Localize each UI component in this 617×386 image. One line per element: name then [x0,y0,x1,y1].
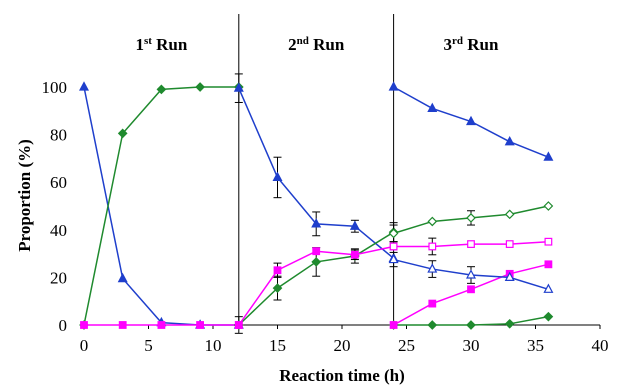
diamond-marker [272,283,283,293]
y-tick-label: 40 [50,221,67,240]
series [79,82,244,330]
square-marker [351,250,359,259]
square-marker [312,247,321,256]
diamond-marker [427,320,438,330]
triangle-marker [543,151,554,161]
run-dividers [238,14,395,325]
y-tick-label: 0 [59,316,68,335]
series [389,237,553,256]
series-layer [79,73,554,334]
triangle-marker [427,263,438,273]
triangle-marker [466,115,476,126]
square-marker [273,266,282,275]
x-tick-label: 0 [80,336,89,355]
series [233,222,399,334]
diamond-marker [466,213,476,223]
run-label: 3rd Run [444,35,499,54]
y-tick-label: 20 [50,268,67,287]
y-tick-label: 100 [42,78,68,97]
triangle-marker [349,220,360,230]
series [79,81,244,329]
run-annotations: 1st Run 2nd Run 3rd Run [135,35,499,54]
series [80,321,243,329]
square-marker [467,240,475,248]
series [233,73,399,262]
square-marker [234,321,243,329]
triangle-marker [272,171,283,182]
square-marker [544,260,553,269]
series [234,242,398,329]
x-tick-label: 20 [334,336,351,355]
diamond-marker [117,128,128,139]
y-axis-title: Proportion (%) [15,139,34,252]
triangle-marker [427,102,438,113]
series-line [83,86,239,326]
square-marker [428,299,437,308]
series [388,311,554,330]
y-tick-label: 60 [50,173,67,192]
x-tick-label: 35 [527,336,544,355]
square-marker [467,285,475,294]
x-tick-label: 5 [144,336,153,355]
triangle-marker [466,269,476,279]
run-label: 2nd Run [288,35,345,54]
series [388,251,554,293]
triangle-marker [543,283,554,293]
tick-group: 0 5 10 15 20 25 30 35 40 0 20 40 60 80 100 [42,78,609,355]
square-marker [428,242,437,251]
diamond-marker [504,318,515,329]
triangle-marker [311,218,322,228]
diamond-marker [504,209,515,220]
triangle-marker [117,272,128,283]
diamond-marker [388,228,399,239]
triangle-marker [233,82,244,92]
y-tick-label: 80 [50,126,67,145]
diamond-marker [427,216,438,227]
square-marker [157,321,166,329]
diamond-marker [156,84,167,95]
diamond-marker [195,82,205,92]
x-tick-label: 10 [205,336,222,355]
diamond-marker [311,257,322,267]
square-marker [544,237,553,246]
square-marker [196,321,205,329]
square-marker [389,242,398,251]
square-marker [118,321,127,329]
diamond-marker [466,320,476,330]
x-tick-label: 30 [463,336,480,355]
triangle-marker [388,81,399,91]
x-tick-label: 15 [269,336,286,355]
square-marker [505,240,514,248]
x-tick-label: 25 [398,336,415,355]
run-label: 1st Run [135,35,187,54]
series-line [238,231,394,326]
triangle-marker [504,135,515,146]
series [388,201,554,243]
square-marker [80,321,88,329]
series-line [83,86,239,326]
diamond-marker [543,311,554,322]
triangle-marker [388,253,399,264]
square-marker [389,321,398,329]
x-axis-title: Reaction time (h) [279,366,405,385]
diamond-marker [543,201,554,211]
triangle-marker [79,81,89,91]
x-tick-label: 40 [592,336,609,355]
series [388,81,554,161]
triangle-marker [504,271,515,281]
